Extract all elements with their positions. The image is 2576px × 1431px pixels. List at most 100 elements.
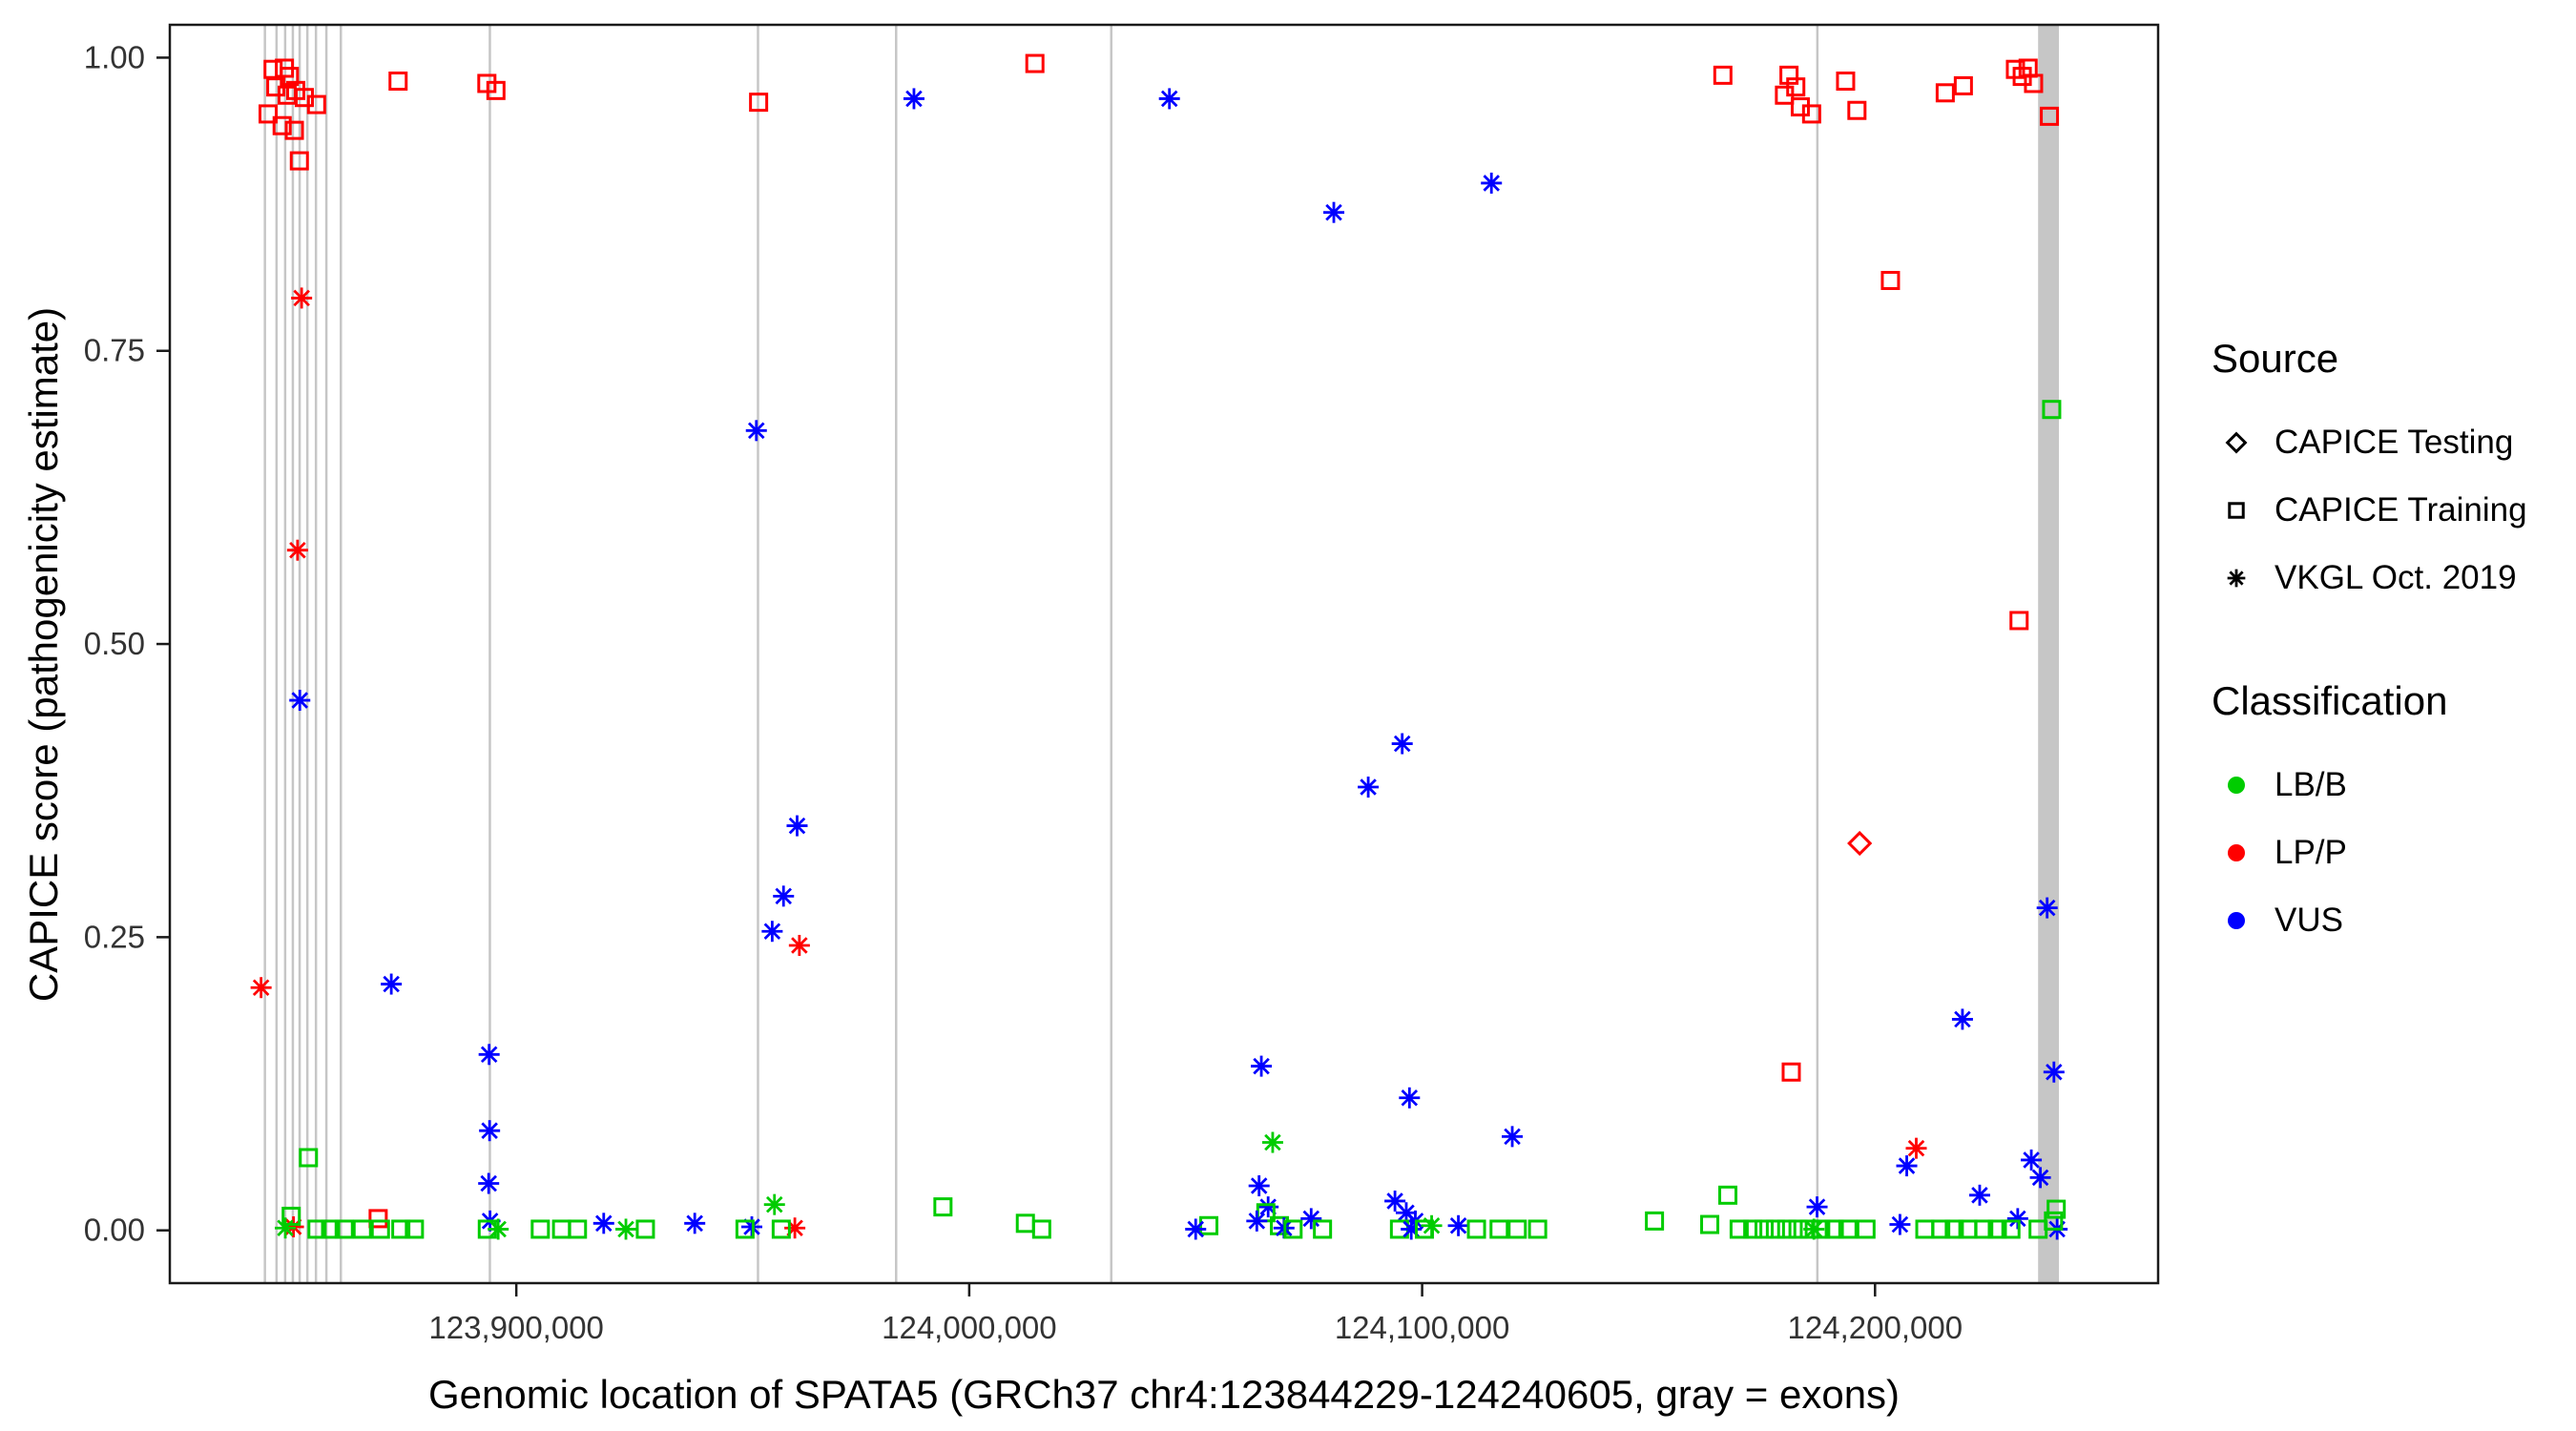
data-point-training xyxy=(405,1219,425,1239)
data-point-training xyxy=(933,1197,953,1217)
data-point-vkgl xyxy=(488,1218,509,1240)
data-point-training xyxy=(388,72,408,92)
data-point-training xyxy=(1198,1215,1218,1235)
data-point-vkgl xyxy=(478,1172,500,1194)
data-point-vkgl xyxy=(788,934,810,956)
data-point-vkgl xyxy=(773,885,795,907)
dot-legend-icon xyxy=(2228,843,2245,861)
data-point-vkgl xyxy=(2006,1208,2028,1230)
data-point-vkgl xyxy=(1185,1218,1207,1240)
data-point-training xyxy=(1765,1219,1785,1239)
x-tick-label: 123,900,000 xyxy=(428,1310,604,1345)
data-point-training xyxy=(1944,1219,1964,1239)
exon-marker xyxy=(275,25,279,1283)
exon-marker xyxy=(324,25,328,1283)
data-point-training xyxy=(1507,1219,1527,1239)
diamond-legend-icon xyxy=(2225,431,2248,453)
data-point-vkgl xyxy=(1323,201,1345,223)
data-point-training xyxy=(771,1219,791,1239)
data-point-vkgl xyxy=(786,815,808,837)
data-point-vkgl xyxy=(761,921,783,943)
legend-item-capice-testing: CAPICE Testing xyxy=(2217,408,2574,476)
data-point-vkgl xyxy=(1951,1008,1973,1030)
data-point-training xyxy=(1775,85,1795,105)
data-point-training xyxy=(486,80,506,100)
data-point-training xyxy=(1776,1219,1797,1239)
data-point-training xyxy=(1466,1219,1486,1239)
data-point-training xyxy=(1781,1062,1801,1082)
data-point-vkgl xyxy=(684,1213,706,1234)
legend-item-lp-p: LP/P xyxy=(2217,819,2574,886)
exon-marker xyxy=(314,25,318,1283)
data-point-vkgl xyxy=(2029,1167,2051,1189)
exon-marker xyxy=(2038,25,2060,1283)
data-point-training xyxy=(1414,1219,1434,1239)
data-point-vkgl xyxy=(1158,88,1180,110)
data-point-vkgl xyxy=(592,1213,614,1234)
y-tick-label: 0.25 xyxy=(84,919,145,954)
dot-legend-icon xyxy=(2228,911,2245,929)
panel-border xyxy=(168,23,2160,1285)
data-point-training xyxy=(1031,1219,1051,1239)
data-point-vkgl xyxy=(289,690,311,712)
data-point-training xyxy=(1283,1219,1303,1239)
data-point-training xyxy=(370,1219,390,1239)
legend-item-label: CAPICE Training xyxy=(2275,490,2527,529)
data-point-vkgl xyxy=(1502,1126,1524,1148)
data-point-vkgl xyxy=(1257,1196,1279,1218)
legend-item-label: CAPICE Testing xyxy=(2275,423,2514,461)
data-point-vkgl xyxy=(2021,1149,2043,1171)
data-point-vkgl xyxy=(2043,1061,2065,1083)
data-point-training xyxy=(2044,1211,2064,1231)
data-point-training xyxy=(1880,270,1901,290)
data-point-vkgl xyxy=(1889,1213,1911,1235)
data-point-training xyxy=(551,1219,571,1239)
data-point-training xyxy=(1801,104,1821,124)
data-point-training xyxy=(299,1148,319,1168)
asterisk-legend-icon xyxy=(2227,569,2246,587)
dot-legend-icon xyxy=(2228,776,2245,794)
data-point-training xyxy=(1824,1219,1844,1239)
data-point-training xyxy=(1931,1219,1951,1239)
data-point-vkgl xyxy=(1806,1196,1828,1218)
data-point-training xyxy=(2001,1219,2021,1239)
exon-marker xyxy=(1816,25,1819,1283)
data-point-vkgl xyxy=(1391,733,1413,755)
exon-marker xyxy=(757,25,759,1283)
legend-item-label: VKGL Oct. 2019 xyxy=(2275,558,2517,596)
x-tick-label: 124,100,000 xyxy=(1335,1310,1510,1345)
legend-item-lb-b: LB/B xyxy=(2217,751,2574,819)
data-point-training xyxy=(272,115,292,135)
exon-marker xyxy=(895,25,898,1283)
data-point-training xyxy=(368,1209,388,1229)
data-point-vkgl xyxy=(275,1217,297,1239)
data-point-training xyxy=(1915,1219,1935,1239)
data-point-training xyxy=(1847,100,1867,120)
y-tick-label: 0.50 xyxy=(84,626,145,661)
data-point-training xyxy=(307,1219,327,1239)
data-point-vkgl xyxy=(250,977,272,999)
data-point-training xyxy=(1713,65,1733,85)
data-point-vkgl xyxy=(903,88,924,110)
data-point-vkgl xyxy=(763,1193,785,1215)
data-point-training xyxy=(391,1219,411,1239)
data-point-vkgl xyxy=(1261,1131,1283,1153)
data-point-training xyxy=(1025,53,1045,73)
data-point-vkgl xyxy=(1481,172,1503,194)
data-point-vkgl xyxy=(1896,1155,1918,1177)
x-tick-label: 124,000,000 xyxy=(882,1310,1057,1345)
data-point-training xyxy=(2024,73,2044,93)
data-point-training xyxy=(735,1219,755,1239)
legend-section-gap xyxy=(2212,612,2574,678)
data-point-training xyxy=(530,1219,551,1239)
data-point-vkgl xyxy=(1968,1184,1990,1206)
data-point-training xyxy=(289,151,309,171)
data-point-training xyxy=(1836,72,1856,92)
data-point-vkgl xyxy=(478,1044,500,1066)
x-axis-label: Genomic location of SPATA5 (GRCh37 chr4:… xyxy=(427,1372,1901,1417)
legend-item-label: VUS xyxy=(2275,901,2343,939)
data-point-vkgl xyxy=(291,287,313,309)
exon-marker xyxy=(1110,25,1113,1283)
data-point-training xyxy=(281,1206,301,1226)
